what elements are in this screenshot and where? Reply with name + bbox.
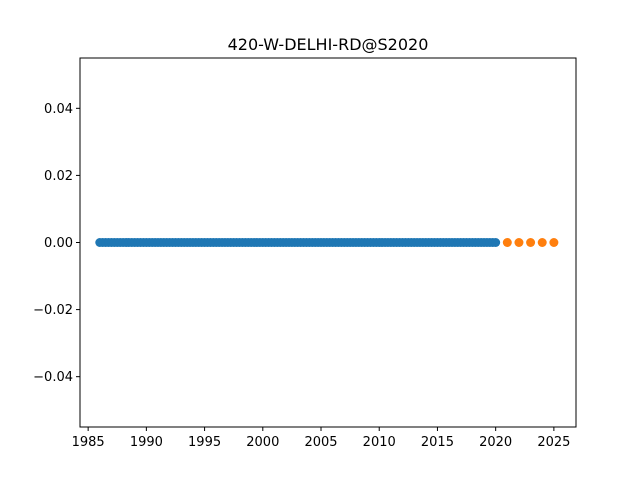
- x-axis: 1985 1990 1995 2000 2005 2010 2015 2020 2025: [72, 427, 570, 450]
- data-points: [95, 238, 559, 247]
- x-tick-label: 2025: [537, 435, 570, 450]
- data-point-series-2: [549, 238, 559, 247]
- data-point-series-2: [514, 238, 524, 247]
- data-point-series-2: [526, 238, 536, 247]
- x-tick-label: 1985: [72, 435, 105, 450]
- y-tick-label: 0.04: [44, 102, 73, 117]
- y-tick-label: 0.02: [44, 169, 73, 184]
- x-tick-label: 2020: [479, 435, 512, 450]
- x-tick-label: 2005: [304, 435, 337, 450]
- y-tick-label: 0.00: [44, 236, 73, 251]
- data-point-series-2: [537, 238, 547, 247]
- y-axis: −0.04 −0.02 0.00 0.02 0.04: [33, 102, 80, 385]
- data-point-series-1: [491, 238, 501, 247]
- x-tick-label: 2010: [363, 435, 396, 450]
- y-tick-label: −0.04: [33, 370, 73, 385]
- chart-title: 420-W-DELHI-RD@S2020: [228, 35, 429, 54]
- x-tick-label: 1995: [188, 435, 221, 450]
- x-tick-label: 2000: [246, 435, 279, 450]
- x-tick-label: 1990: [130, 435, 163, 450]
- y-tick-label: −0.02: [33, 303, 73, 318]
- x-tick-label: 2015: [421, 435, 454, 450]
- data-point-series-2: [502, 238, 512, 247]
